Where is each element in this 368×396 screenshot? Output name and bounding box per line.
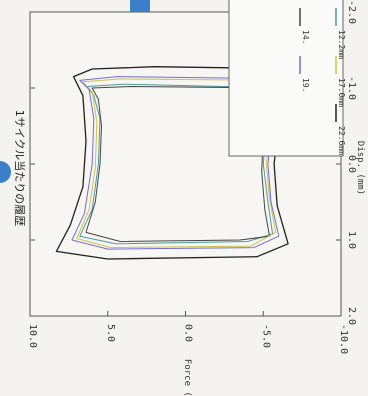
legend-label: 22.6mm xyxy=(337,126,346,155)
legend-box xyxy=(228,0,344,157)
x-tick-label: -1.0 xyxy=(346,76,357,100)
legend: 12.2mm 17.0mm 22.6mm 14. 19. xyxy=(228,0,346,157)
x-tick-label: -2.0 xyxy=(346,0,357,24)
legend-label: 19. xyxy=(301,78,310,92)
x-tick-label: 1.0 xyxy=(346,231,357,249)
legend-items: 12.2mm 17.0mm 22.6mm 14. 19. xyxy=(299,8,346,155)
x-axis-label: Disp. (mm) xyxy=(355,141,365,195)
blue-marker xyxy=(0,161,11,183)
x-tick-label: 2.0 xyxy=(346,307,357,325)
y-tick-label: -5.0 xyxy=(260,324,271,348)
legend-label: 17.0mm xyxy=(337,78,346,107)
y-axis-ticks: 10.0 5.0 0.0 -5.0 -10.0 xyxy=(27,311,349,354)
chart-title: 1サイクル当たりの履歴 xyxy=(13,110,27,226)
legend-label: 12.2mm xyxy=(337,30,346,59)
legend-label: 14. xyxy=(301,30,310,44)
y-axis-label: Force (kN) xyxy=(182,359,192,396)
x-tick-label: 0.0 xyxy=(346,155,357,173)
y-tick-label: 0.0 xyxy=(183,324,194,342)
y-tick-label: 10.0 xyxy=(27,324,38,348)
y-tick-label: 5.0 xyxy=(105,324,116,342)
y-tick-label: -10.0 xyxy=(338,324,349,354)
image-badge xyxy=(130,0,150,12)
